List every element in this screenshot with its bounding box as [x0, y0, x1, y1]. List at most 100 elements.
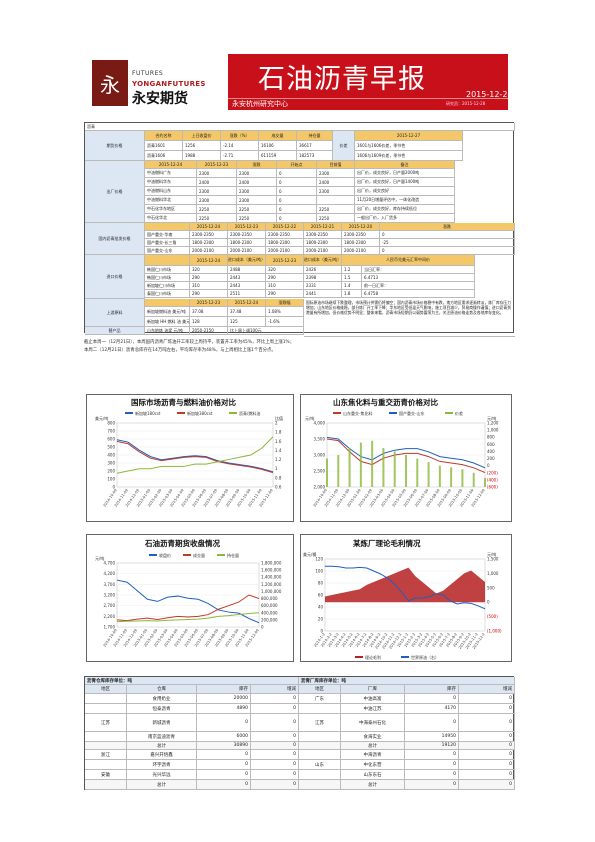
inventory-cell: 0: [251, 760, 299, 770]
table-cell: -2.71: [221, 151, 259, 161]
y-tick-label: 700: [107, 429, 115, 434]
series-line: [116, 579, 260, 624]
y2-tick-label: 400,000: [261, 610, 278, 615]
y2-tick-label: 1,600,000: [261, 568, 282, 573]
column-header: [145, 223, 190, 231]
table-cell: 320: [266, 266, 304, 274]
inventory-cell: 0: [197, 780, 251, 790]
table-cell: 37.48: [228, 307, 266, 317]
y-tick-label: 3,500: [314, 437, 326, 442]
inventory-cell: 6000: [197, 732, 251, 742]
inventory-cell: 山东东石: [341, 770, 405, 780]
table-cell: 2050-2150: [190, 327, 228, 335]
inventory-cell: 4170: [405, 704, 459, 714]
table-cell: 2000-2100: [228, 247, 266, 255]
legend-label: 世界原油（右）: [411, 654, 439, 660]
inventory-cell: 恒泰沥青: [127, 704, 197, 714]
y-tick-label: 0: [112, 485, 115, 490]
series-line: [116, 436, 274, 474]
y2-tick-label: 0.6: [275, 485, 282, 490]
table-cell: 16106: [259, 141, 297, 151]
table-cell: 2300-2350: [228, 231, 266, 239]
inventory-cell: 中海沥青: [341, 750, 405, 760]
inventory-cell: [299, 770, 341, 780]
y-tick-label: 1,700: [104, 625, 116, 630]
y2-tick-label: 2: [275, 421, 278, 426]
legend-swatch: [125, 412, 133, 414]
column-header: 2015-12-27: [355, 131, 463, 141]
inventory-cell: 中油高富: [341, 694, 405, 704]
y-tick-label: 3,700: [104, 582, 116, 587]
column-header: 仓库: [127, 685, 197, 694]
legend-swatch: [177, 412, 185, 414]
table-cell: 沥青1606: [145, 151, 183, 161]
table-cell: 新加坡仁川市场: [145, 282, 190, 290]
table-cell: 2400: [317, 178, 355, 187]
inventory-cell: 光兴华远: [127, 770, 197, 780]
table-cell: 320: [190, 266, 228, 274]
table-cell: 290: [266, 274, 304, 282]
table-cell: 2250: [317, 205, 355, 214]
y-tick-label: 2,500: [314, 469, 326, 474]
table-cell: -1.6%: [266, 317, 304, 327]
table-cell: 2300: [237, 169, 277, 178]
column-header: 涨跌: [237, 161, 277, 169]
y2-tick-label: (1,000): [487, 629, 502, 634]
table-cell: 1800-2300: [228, 239, 266, 247]
legend-label: 理论毛利: [365, 654, 381, 660]
inventory-cell: [299, 780, 341, 790]
table-cell: 128: [190, 317, 228, 327]
volume-bar: [359, 442, 362, 487]
table-cell: 1800-2300: [304, 239, 342, 247]
inventory-cell: 山东: [299, 760, 341, 770]
table-cell: 0: [277, 178, 317, 187]
report-date: 2015-12-28: [466, 90, 513, 99]
inventory-cell: 中油江苏: [341, 704, 405, 714]
series-area: [325, 567, 485, 603]
inventory-cell: 中海泰州石化: [341, 714, 405, 732]
column-header: 进口成本（美元/吨）: [228, 255, 266, 266]
y2-tick-label: 600,000: [261, 603, 278, 608]
table-cell: 比上周上调100元: [228, 327, 304, 335]
table-cell: 2443: [228, 274, 266, 282]
research-center: 永安杭州研究中心: [232, 100, 288, 108]
chart-title: 山东焦化料与重交沥青价格对比: [333, 398, 438, 407]
table-cell: 2441: [304, 290, 342, 298]
inventory-cell: 14950: [405, 732, 459, 742]
y2-tick-label: 1,000: [487, 428, 499, 433]
legend-label: 国产重交-山东: [399, 410, 424, 416]
inventory-cell: 食海实业: [341, 732, 405, 742]
y2-unit-label: 比值: [275, 415, 283, 421]
inventory-cell: 0: [405, 770, 459, 780]
table-cell: 2398: [304, 274, 342, 282]
table-cell: 310: [266, 282, 304, 290]
volume-bar: [461, 469, 464, 487]
table-cell: 一般出厂价，入厂货多: [355, 214, 455, 223]
table-cell: 2426: [304, 266, 342, 274]
legend-label: 持仓量: [227, 552, 239, 558]
y-unit-label: 元/吨: [305, 415, 314, 421]
series-line: [116, 440, 274, 474]
table-cell: 0: [380, 247, 515, 255]
inventory-cell: 0: [405, 694, 459, 704]
table-cell: [317, 196, 355, 205]
inventory-cell: 广东: [299, 694, 341, 704]
inventory-cell: 安徽: [85, 770, 127, 780]
chart-international: 国际市场沥青与燃料油价格对比 800 700 600 500 400 300 200 100 0…: [86, 394, 294, 522]
volume-bar: [438, 465, 441, 487]
table-cell: 2400: [197, 178, 237, 187]
legend-swatch: [149, 554, 157, 556]
inventory-cell: 0: [405, 780, 459, 790]
table-cell: 0: [277, 169, 317, 178]
logo-futures-text: FUTURES: [132, 70, 164, 77]
volume-bar: [450, 467, 453, 487]
y2-unit-label: 元/吨: [487, 415, 496, 421]
column-header: 厂库: [341, 685, 405, 694]
column-header: 进口成本（美元/吨）: [304, 255, 342, 266]
column-header: 2015-12-23: [228, 223, 266, 231]
table-cell: 2300-2350: [190, 231, 228, 239]
legend-label: 成交量: [193, 552, 205, 558]
inventory-cell: 嘉兴开悟鑫: [127, 750, 197, 760]
row-label: 价差: [333, 131, 355, 161]
chart-title: 石油沥青期货收盘情况: [145, 539, 220, 548]
